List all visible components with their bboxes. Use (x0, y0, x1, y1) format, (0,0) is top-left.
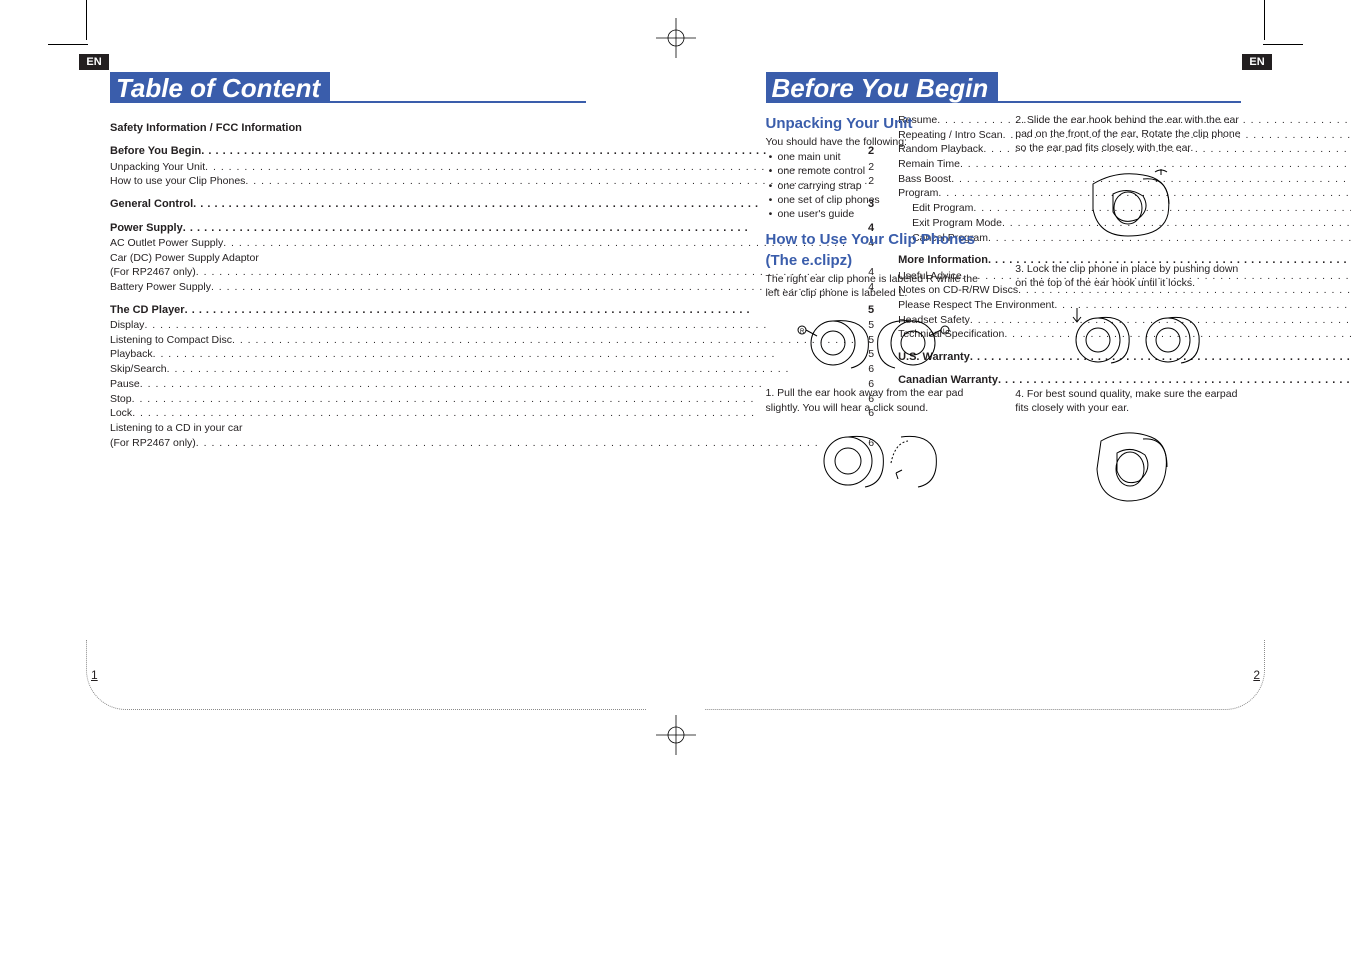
title-bar-left: Table of Content (110, 75, 586, 103)
toc-columns: Safety Information / FCC InformationBefo… (110, 113, 586, 450)
title-bar-right: Before You Begin (766, 75, 1242, 103)
page-spread: Table of Content Safety Information / FC… (0, 0, 1351, 670)
crop-tick (86, 0, 87, 40)
page-title-left: Table of Content (110, 72, 330, 103)
step-2-text: 2. Slide the ear hook behind the ear wit… (1015, 113, 1241, 156)
language-badge-right: EN (1242, 54, 1272, 70)
toc-row-label: Unpacking Your Unit (110, 160, 205, 175)
figure-step2 (1015, 164, 1241, 244)
section-heading-unpacking: Unpacking Your Unit (766, 113, 992, 134)
toc-row-label: Skip/Search (110, 362, 167, 377)
toc-row-label: Battery Power Supply (110, 280, 211, 295)
toc-row-label: Listening to a CD in your car (110, 421, 242, 436)
toc-row-label: (For RP2467 only) (110, 265, 196, 280)
toc-heading-label: General Control (110, 197, 193, 212)
list-item: one carrying strap (778, 179, 992, 193)
toc-row-label: Listening to Compact Disc (110, 333, 232, 348)
toc-heading-label: The CD Player (110, 303, 185, 318)
svg-text:R: R (800, 329, 805, 335)
page-left: Table of Content Safety Information / FC… (0, 75, 676, 670)
toc-row-label: Playback (110, 347, 153, 362)
registration-mark-top (656, 18, 696, 58)
unpacking-list: one main unitone remote controlone carry… (766, 150, 992, 221)
toc-row-label: AC Outlet Power Supply (110, 236, 223, 251)
list-item: one user's guide (778, 207, 992, 221)
content-col-2: 2. Slide the ear hook behind the ear wit… (1015, 113, 1241, 516)
content-col-1: Unpacking Your Unit You should have the … (766, 113, 992, 516)
crop-tick (1263, 44, 1303, 45)
clipphones-intro: The right ear clip phone is labeled R wh… (766, 272, 992, 300)
list-item: one set of clip phones (778, 193, 992, 207)
toc-row-label: Stop (110, 392, 132, 407)
registration-mark-bottom (656, 715, 696, 755)
page-right: Before You Begin Unpacking Your Unit You… (676, 75, 1351, 670)
figure-step4 (1015, 423, 1241, 508)
crop-tick (1264, 0, 1265, 40)
figure-step3 (1015, 298, 1241, 373)
toc-row-label: Pause (110, 377, 140, 392)
figure-step1 (766, 423, 992, 503)
toc-row-label: (For RP2467 only) (110, 436, 196, 451)
content-columns: Unpacking Your Unit You should have the … (766, 113, 1242, 516)
step-3-text: 3. Lock the clip phone in place by pushi… (1015, 262, 1241, 290)
figure-rl-clips: R L (766, 308, 992, 378)
page-title-right: Before You Begin (766, 72, 999, 103)
list-item: one remote control (778, 164, 992, 178)
language-badge-left: EN (79, 54, 109, 70)
toc-row-label: Lock (110, 406, 132, 421)
step-1-text: 1. Pull the ear hook away from the ear p… (766, 386, 992, 414)
crop-tick (48, 44, 88, 45)
toc-heading-label: Before You Begin (110, 144, 201, 159)
toc-row-label: Display (110, 318, 144, 333)
unpacking-intro: You should have the following: (766, 135, 992, 149)
toc-row-label: Car (DC) Power Supply Adaptor (110, 251, 259, 266)
toc-row-label: How to use your Clip Phones (110, 174, 245, 189)
section-heading-clipphones: How to Use Your Clip Phones (The e.clipz… (766, 229, 992, 271)
step-4-text: 4. For best sound quality, make sure the… (1015, 387, 1241, 415)
page-frame-arc-left (86, 640, 646, 710)
toc-heading-label: Power Supply (110, 221, 183, 236)
list-item: one main unit (778, 150, 992, 164)
page-frame-arc-right (705, 640, 1265, 710)
